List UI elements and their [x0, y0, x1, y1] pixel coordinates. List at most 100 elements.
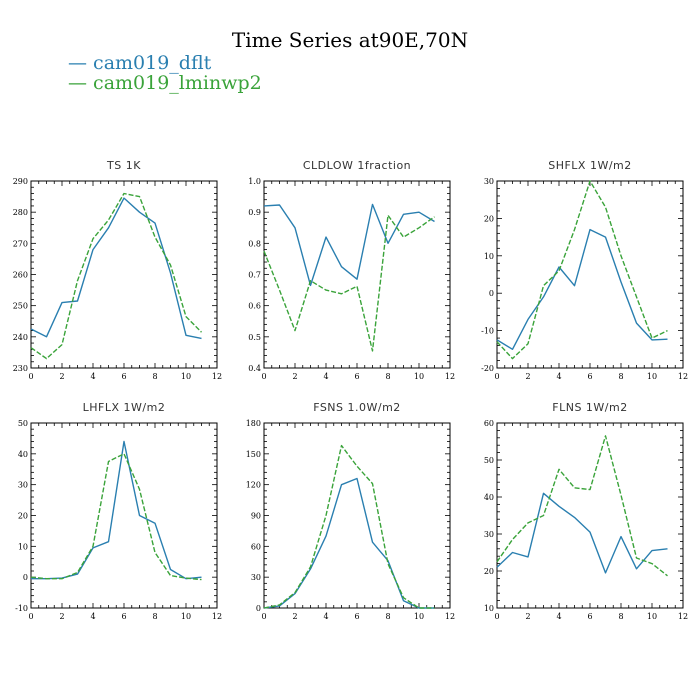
series-line-lminwp2: [263, 214, 435, 352]
x-tick-label: 4: [556, 372, 561, 381]
x-tick-label: 12: [678, 612, 688, 621]
x-tick-label: 2: [525, 612, 530, 621]
series-line-lminwp2: [30, 192, 202, 360]
plot-frame: [263, 422, 451, 609]
panel-title: TS 1K: [106, 159, 141, 172]
legend-label-lminwp2: cam019_lminwp2: [93, 72, 262, 94]
y-tick-label: 30: [18, 481, 28, 490]
y-tick-label: 0.4: [248, 364, 261, 373]
x-tick-label: 4: [323, 372, 328, 381]
series-line-lminwp2: [496, 180, 668, 360]
y-tick-label: 50: [484, 456, 494, 465]
series-line-dflt: [263, 477, 435, 609]
x-tick-label: 0: [494, 372, 499, 381]
series-line-dflt: [31, 440, 202, 580]
y-tick-label: 260: [13, 271, 28, 280]
series-line-lminwp2: [263, 444, 435, 609]
x-tick-label: 12: [445, 372, 455, 381]
x-tick-label: 6: [121, 372, 126, 381]
y-tick-label: -20: [481, 364, 494, 373]
x-tick-label: 4: [90, 612, 95, 621]
legend-line-dashed: —: [68, 72, 94, 94]
legend-line-solid: —: [68, 52, 94, 74]
legend-entry-lminwp2: — cam019_lminwp2: [68, 72, 262, 94]
x-tick-label: 2: [59, 612, 64, 621]
y-tick-label: 280: [13, 208, 28, 217]
x-tick-label: 2: [292, 612, 297, 621]
x-tick-label: 0: [28, 612, 33, 621]
y-tick-label: 30: [484, 177, 494, 186]
x-tick-label: 8: [152, 612, 157, 621]
x-tick-label: 10: [181, 372, 191, 381]
y-tick-label: 60: [484, 419, 494, 428]
x-tick-label: 12: [212, 612, 222, 621]
y-tick-label: 90: [251, 512, 261, 521]
x-tick-label: 4: [90, 372, 95, 381]
x-tick-label: 4: [556, 612, 561, 621]
x-tick-label: 0: [261, 612, 266, 621]
figure-title: Time Series at90E,70N: [231, 28, 469, 52]
y-tick-label: 290: [13, 177, 28, 186]
y-tick-label: 20: [18, 512, 28, 521]
x-tick-label: 10: [414, 612, 424, 621]
y-tick-label: 0.9: [248, 208, 261, 217]
x-tick-label: 12: [678, 372, 688, 381]
x-tick-label: 12: [445, 612, 455, 621]
y-tick-label: 50: [18, 419, 28, 428]
y-tick-label: -10: [481, 327, 494, 336]
x-tick-label: 6: [587, 612, 592, 621]
y-tick-label: 150: [246, 450, 261, 459]
plot-frame: [30, 422, 218, 609]
y-tick-label: 0: [256, 604, 261, 613]
x-tick-label: 2: [525, 372, 530, 381]
x-tick-label: 6: [354, 372, 359, 381]
y-tick-label: 230: [13, 364, 28, 373]
y-tick-label: -10: [15, 604, 28, 613]
x-tick-label: 0: [28, 372, 33, 381]
series-line-dflt: [496, 492, 668, 574]
series-line-lminwp2: [30, 453, 202, 581]
y-tick-label: 120: [246, 481, 261, 490]
y-tick-label: 10: [484, 252, 494, 261]
plot-frame: [30, 180, 218, 369]
y-tick-label: 180: [246, 419, 261, 428]
y-tick-label: 250: [13, 302, 28, 311]
series-line-dflt: [263, 203, 435, 287]
y-tick-label: 0.8: [248, 239, 261, 248]
y-tick-label: 10: [484, 604, 494, 613]
panel-title: CLDLOW 1fraction: [303, 159, 411, 172]
x-tick-label: 2: [59, 372, 64, 381]
y-tick-label: 40: [484, 493, 494, 502]
series-line-dflt: [30, 197, 202, 340]
x-tick-label: 8: [385, 612, 390, 621]
panel-title: FSNS 1.0W/m2: [313, 401, 401, 414]
y-tick-label: 0.5: [248, 333, 261, 342]
x-tick-label: 8: [152, 372, 157, 381]
panel-title: LHFLX 1W/m2: [83, 401, 166, 414]
y-tick-label: 60: [251, 542, 261, 551]
y-tick-label: 0: [23, 573, 28, 582]
x-tick-label: 10: [647, 612, 657, 621]
plot-frame: [263, 180, 451, 369]
x-tick-label: 10: [181, 612, 191, 621]
x-tick-label: 2: [292, 372, 297, 381]
x-tick-label: 10: [647, 372, 657, 381]
legend-label-dflt: cam019_dflt: [93, 52, 212, 74]
y-tick-label: 0.7: [248, 271, 261, 280]
y-tick-label: 270: [13, 239, 28, 248]
y-tick-label: 30: [484, 530, 494, 539]
x-tick-label: 8: [385, 372, 390, 381]
panel-title: SHFLX 1W/m2: [548, 159, 632, 172]
plot-frame: [496, 422, 684, 609]
x-tick-label: 6: [121, 612, 126, 621]
y-tick-label: 240: [13, 333, 28, 342]
x-tick-label: 6: [587, 372, 592, 381]
x-tick-label: 12: [212, 372, 222, 381]
x-tick-label: 8: [618, 372, 623, 381]
x-tick-label: 4: [323, 612, 328, 621]
x-tick-label: 8: [618, 612, 623, 621]
series-line-lminwp2: [496, 435, 668, 577]
x-tick-label: 0: [261, 372, 266, 381]
y-tick-label: 40: [18, 450, 28, 459]
x-tick-label: 6: [354, 612, 359, 621]
